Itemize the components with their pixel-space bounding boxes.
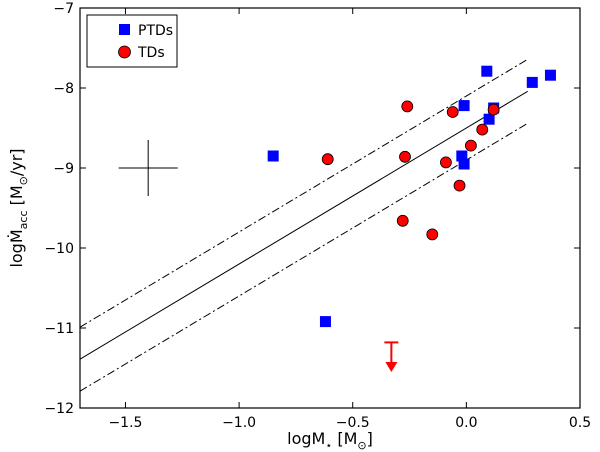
x-axis-label: logM⋆ [M⊙] (287, 429, 373, 452)
legend-box (86, 14, 178, 68)
y-tick-label: −12 (44, 401, 74, 417)
data-points (267, 65, 556, 328)
upper-limit-marker (384, 341, 399, 372)
y-tick-label: −10 (44, 241, 74, 257)
plot-area (79, 7, 581, 409)
td-point (321, 153, 334, 166)
legend: PTDs TDs (86, 14, 178, 68)
td-point (426, 228, 439, 241)
ptd-point (458, 158, 470, 170)
td-point (396, 214, 409, 227)
legend-label-ptds: PTDs (138, 23, 173, 39)
x-tick-label: −0.5 (336, 415, 370, 431)
fit-line (79, 90, 528, 360)
axis-ticks: −1.5 −1.0 −0.5 0.0 0.5 −12 −11 −10 −9 −8 −7 (44, 1, 591, 431)
td-point (446, 106, 459, 118)
x-tick-label: 0.0 (455, 415, 477, 431)
td-point (440, 156, 452, 169)
y-tick-label: −7 (53, 1, 74, 17)
upper-limit-arrowhead (385, 362, 398, 372)
legend-label-tds: TDs (137, 45, 165, 61)
ptd-point (319, 316, 331, 328)
plot-frame (79, 7, 581, 409)
td-point (399, 150, 411, 163)
x-tick-label: −1.0 (222, 415, 256, 431)
fit-lines (79, 58, 528, 392)
ptd-point (544, 69, 556, 81)
legend-marker-tds (118, 45, 131, 59)
td-point (401, 100, 414, 113)
y-tick-label: −8 (53, 81, 74, 97)
fit-bound-line (79, 122, 528, 392)
x-tick-label: 0.5 (569, 415, 591, 431)
ptd-point (481, 65, 493, 77)
y-tick-label: −11 (44, 321, 74, 337)
y-axis-label: logṀacc [M⊙/yr] (7, 148, 30, 267)
ptd-point (483, 113, 495, 125)
fit-bound-line (79, 58, 528, 328)
ptd-point (267, 150, 279, 162)
ptd-point (526, 76, 538, 88)
td-point (453, 179, 466, 192)
error-cross (118, 140, 178, 196)
y-tick-label: −9 (53, 161, 74, 177)
td-point (487, 103, 500, 116)
x-tick-label: −1.5 (108, 415, 142, 431)
ptd-point (458, 100, 470, 112)
legend-marker-ptds (119, 24, 130, 35)
td-point (465, 139, 477, 152)
td-point (476, 123, 489, 136)
ptd-point (456, 150, 468, 162)
